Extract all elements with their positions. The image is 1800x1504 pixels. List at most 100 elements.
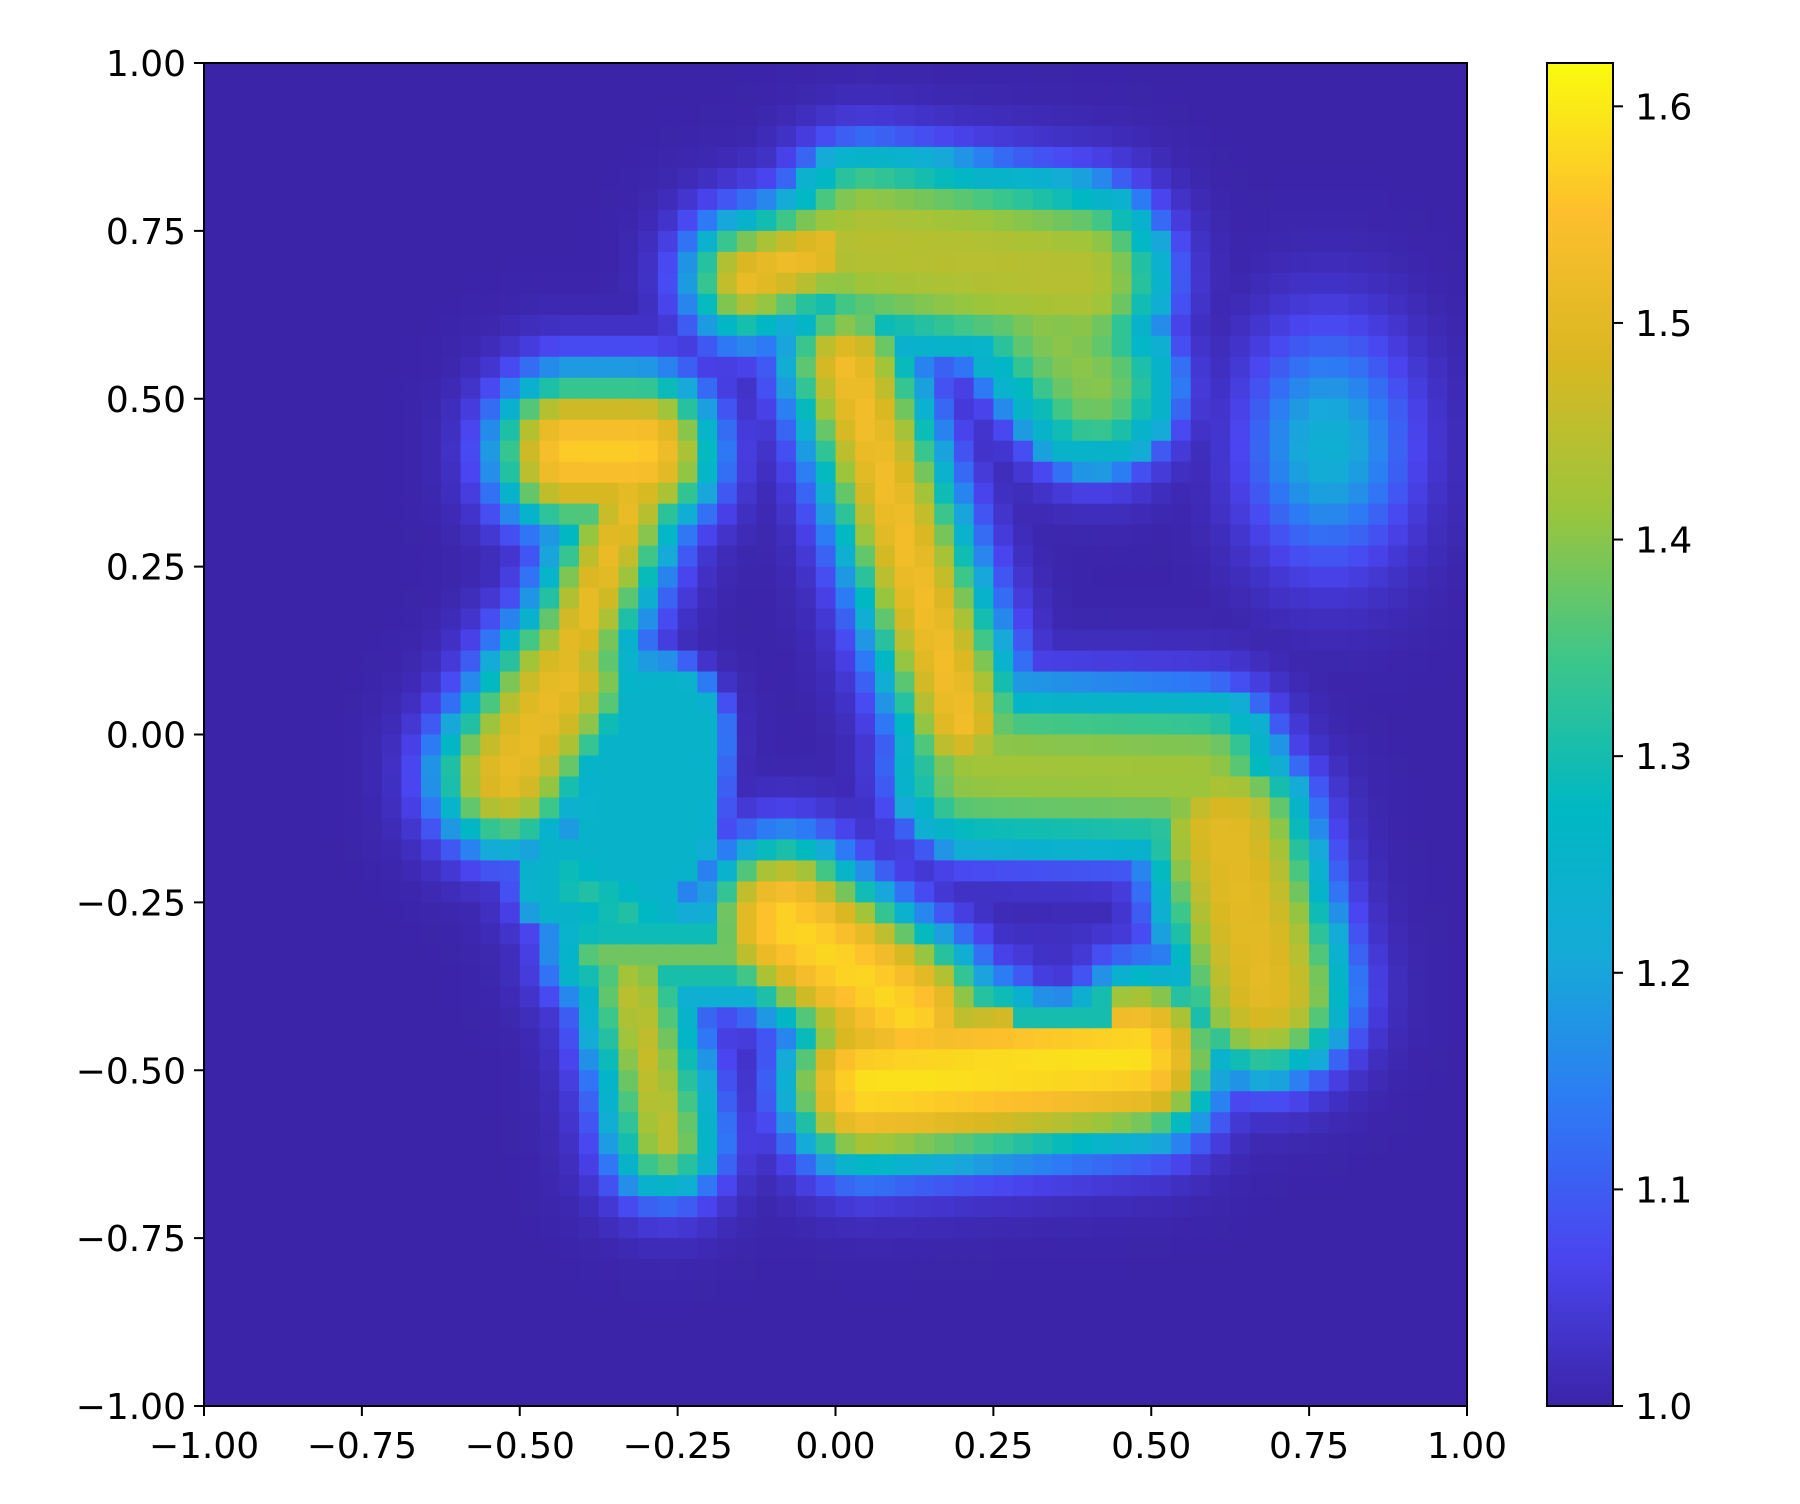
heatmap-cell [835, 482, 856, 505]
heatmap-cell [1052, 1091, 1073, 1113]
heatmap-cell [322, 650, 343, 673]
heatmap-cell [519, 881, 541, 903]
heatmap-cell [736, 1133, 758, 1155]
heatmap-cell [1407, 314, 1429, 337]
heatmap-cell [519, 1238, 541, 1260]
heatmap-cell [1013, 1322, 1034, 1344]
heatmap-cell [1092, 125, 1113, 148]
heatmap-cell [1427, 1238, 1448, 1260]
heatmap-cell [1190, 419, 1212, 442]
heatmap-cell [1032, 797, 1054, 820]
heatmap-cell [855, 818, 876, 841]
heatmap-cell [1388, 188, 1409, 211]
heatmap-cell [421, 1049, 442, 1071]
heatmap-cell [361, 1049, 383, 1071]
heatmap-cell [1210, 734, 1231, 757]
heatmap-cell [1190, 83, 1212, 106]
heatmap-cell [361, 881, 383, 903]
heatmap-cell [559, 63, 580, 85]
heatmap-cell [243, 797, 264, 820]
heatmap-cell [302, 1028, 323, 1050]
heatmap-cell [1348, 167, 1369, 190]
heatmap-cell [1190, 671, 1212, 694]
heatmap-cell [282, 503, 304, 526]
heatmap-cell [1447, 63, 1468, 85]
heatmap-cell [440, 1091, 462, 1113]
heatmap-cell [914, 1112, 935, 1134]
heatmap-cell [776, 251, 797, 274]
heatmap-cell [578, 923, 600, 945]
heatmap-cell [1111, 1154, 1133, 1176]
heatmap-cell [539, 944, 560, 966]
heatmap-cell [401, 1238, 422, 1260]
heatmap-cell [1032, 377, 1054, 400]
heatmap-cell [677, 755, 698, 778]
heatmap-cell [598, 482, 620, 505]
heatmap-cell [796, 1154, 817, 1176]
heatmap-cell [796, 1217, 817, 1239]
heatmap-cell [1328, 923, 1350, 945]
heatmap-cell [559, 1322, 580, 1344]
heatmap-cell [894, 944, 916, 966]
heatmap-cell [559, 755, 580, 778]
heatmap-cell [1013, 440, 1034, 463]
heatmap-cell [401, 776, 422, 799]
heatmap-cell [539, 902, 560, 924]
heatmap-cell [204, 440, 225, 463]
heatmap-cell [855, 881, 876, 903]
heatmap-cell [1249, 902, 1271, 924]
heatmap-cell [401, 1196, 422, 1218]
heatmap-cell [756, 377, 777, 400]
heatmap-cell [1328, 860, 1350, 882]
heatmap-cell [1131, 1049, 1152, 1071]
heatmap-cell [677, 902, 698, 924]
heatmap-cell [1388, 902, 1409, 924]
heatmap-cell [559, 188, 580, 211]
heatmap-cell [1013, 83, 1034, 106]
heatmap-cell [934, 965, 955, 987]
heatmap-cell [539, 566, 560, 589]
heatmap-cell [874, 1154, 896, 1176]
heatmap-cell [1111, 1049, 1133, 1071]
heatmap-cell [697, 167, 718, 190]
heatmap-cell [480, 1070, 501, 1092]
heatmap-cell [618, 566, 639, 589]
heatmap-cell [894, 63, 916, 85]
heatmap-cell [618, 398, 639, 421]
heatmap-cell [1407, 1028, 1429, 1050]
heatmap-cell [421, 776, 442, 799]
heatmap-cell [1289, 965, 1310, 987]
heatmap-cell [578, 1112, 600, 1134]
heatmap-cell [1289, 188, 1310, 211]
heatmap-cell [914, 839, 935, 861]
heatmap-cell [697, 1028, 718, 1050]
heatmap-cell [1170, 209, 1192, 232]
heatmap-cell [1309, 419, 1330, 442]
heatmap-cell [618, 1175, 639, 1197]
heatmap-cell [1052, 63, 1073, 85]
heatmap-cell [1368, 188, 1389, 211]
heatmap-cell [796, 1259, 817, 1281]
heatmap-cell [1092, 1385, 1113, 1407]
heatmap-cell [519, 671, 541, 694]
heatmap-cell [1427, 1028, 1448, 1050]
heatmap-cell [1190, 503, 1212, 526]
heatmap-cell [204, 1280, 225, 1302]
heatmap-cell [1447, 419, 1468, 442]
heatmap-cell [776, 1112, 797, 1134]
heatmap-cell [835, 1007, 856, 1029]
heatmap-cell [1210, 1385, 1231, 1407]
heatmap-cell [519, 1007, 541, 1029]
heatmap-cell [776, 335, 797, 358]
heatmap-cell [302, 1091, 323, 1113]
heatmap-cell [1052, 1007, 1073, 1029]
heatmap-cell [1309, 776, 1330, 799]
heatmap-cell [717, 650, 738, 673]
heatmap-cell [1190, 1070, 1212, 1092]
heatmap-cell [1230, 986, 1251, 1008]
heatmap-cell [1032, 734, 1054, 757]
heatmap-cell [1111, 1007, 1133, 1029]
heatmap-cell [776, 818, 797, 841]
heatmap-cell [1328, 1364, 1350, 1386]
heatmap-cell [361, 63, 383, 85]
